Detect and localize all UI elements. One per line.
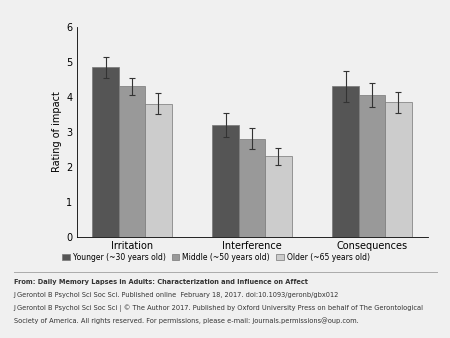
Bar <box>212 125 239 237</box>
Legend: Younger (~30 years old), Middle (~50 years old), Older (~65 years old): Younger (~30 years old), Middle (~50 yea… <box>59 250 373 265</box>
Bar <box>359 95 385 237</box>
Bar <box>385 102 412 237</box>
Text: From: Daily Memory Lapses in Adults: Characterization and Influence on Affect: From: Daily Memory Lapses in Adults: Cha… <box>14 279 307 285</box>
Text: J Gerontol B Psychol Sci Soc Sci | © The Author 2017. Published by Oxford Univer: J Gerontol B Psychol Sci Soc Sci | © The… <box>14 305 423 312</box>
Bar <box>239 139 265 237</box>
Bar <box>92 67 119 237</box>
Text: J Gerontol B Psychol Sci Soc Sci. Published online  February 18, 2017. doi:10.10: J Gerontol B Psychol Sci Soc Sci. Publis… <box>14 292 339 298</box>
Text: Society of America. All rights reserved. For permissions, please e-mail: journal: Society of America. All rights reserved.… <box>14 317 358 324</box>
Y-axis label: Rating of impact: Rating of impact <box>52 91 62 172</box>
Bar <box>145 104 171 237</box>
Bar <box>333 87 359 237</box>
Bar <box>119 87 145 237</box>
Bar <box>265 156 292 237</box>
